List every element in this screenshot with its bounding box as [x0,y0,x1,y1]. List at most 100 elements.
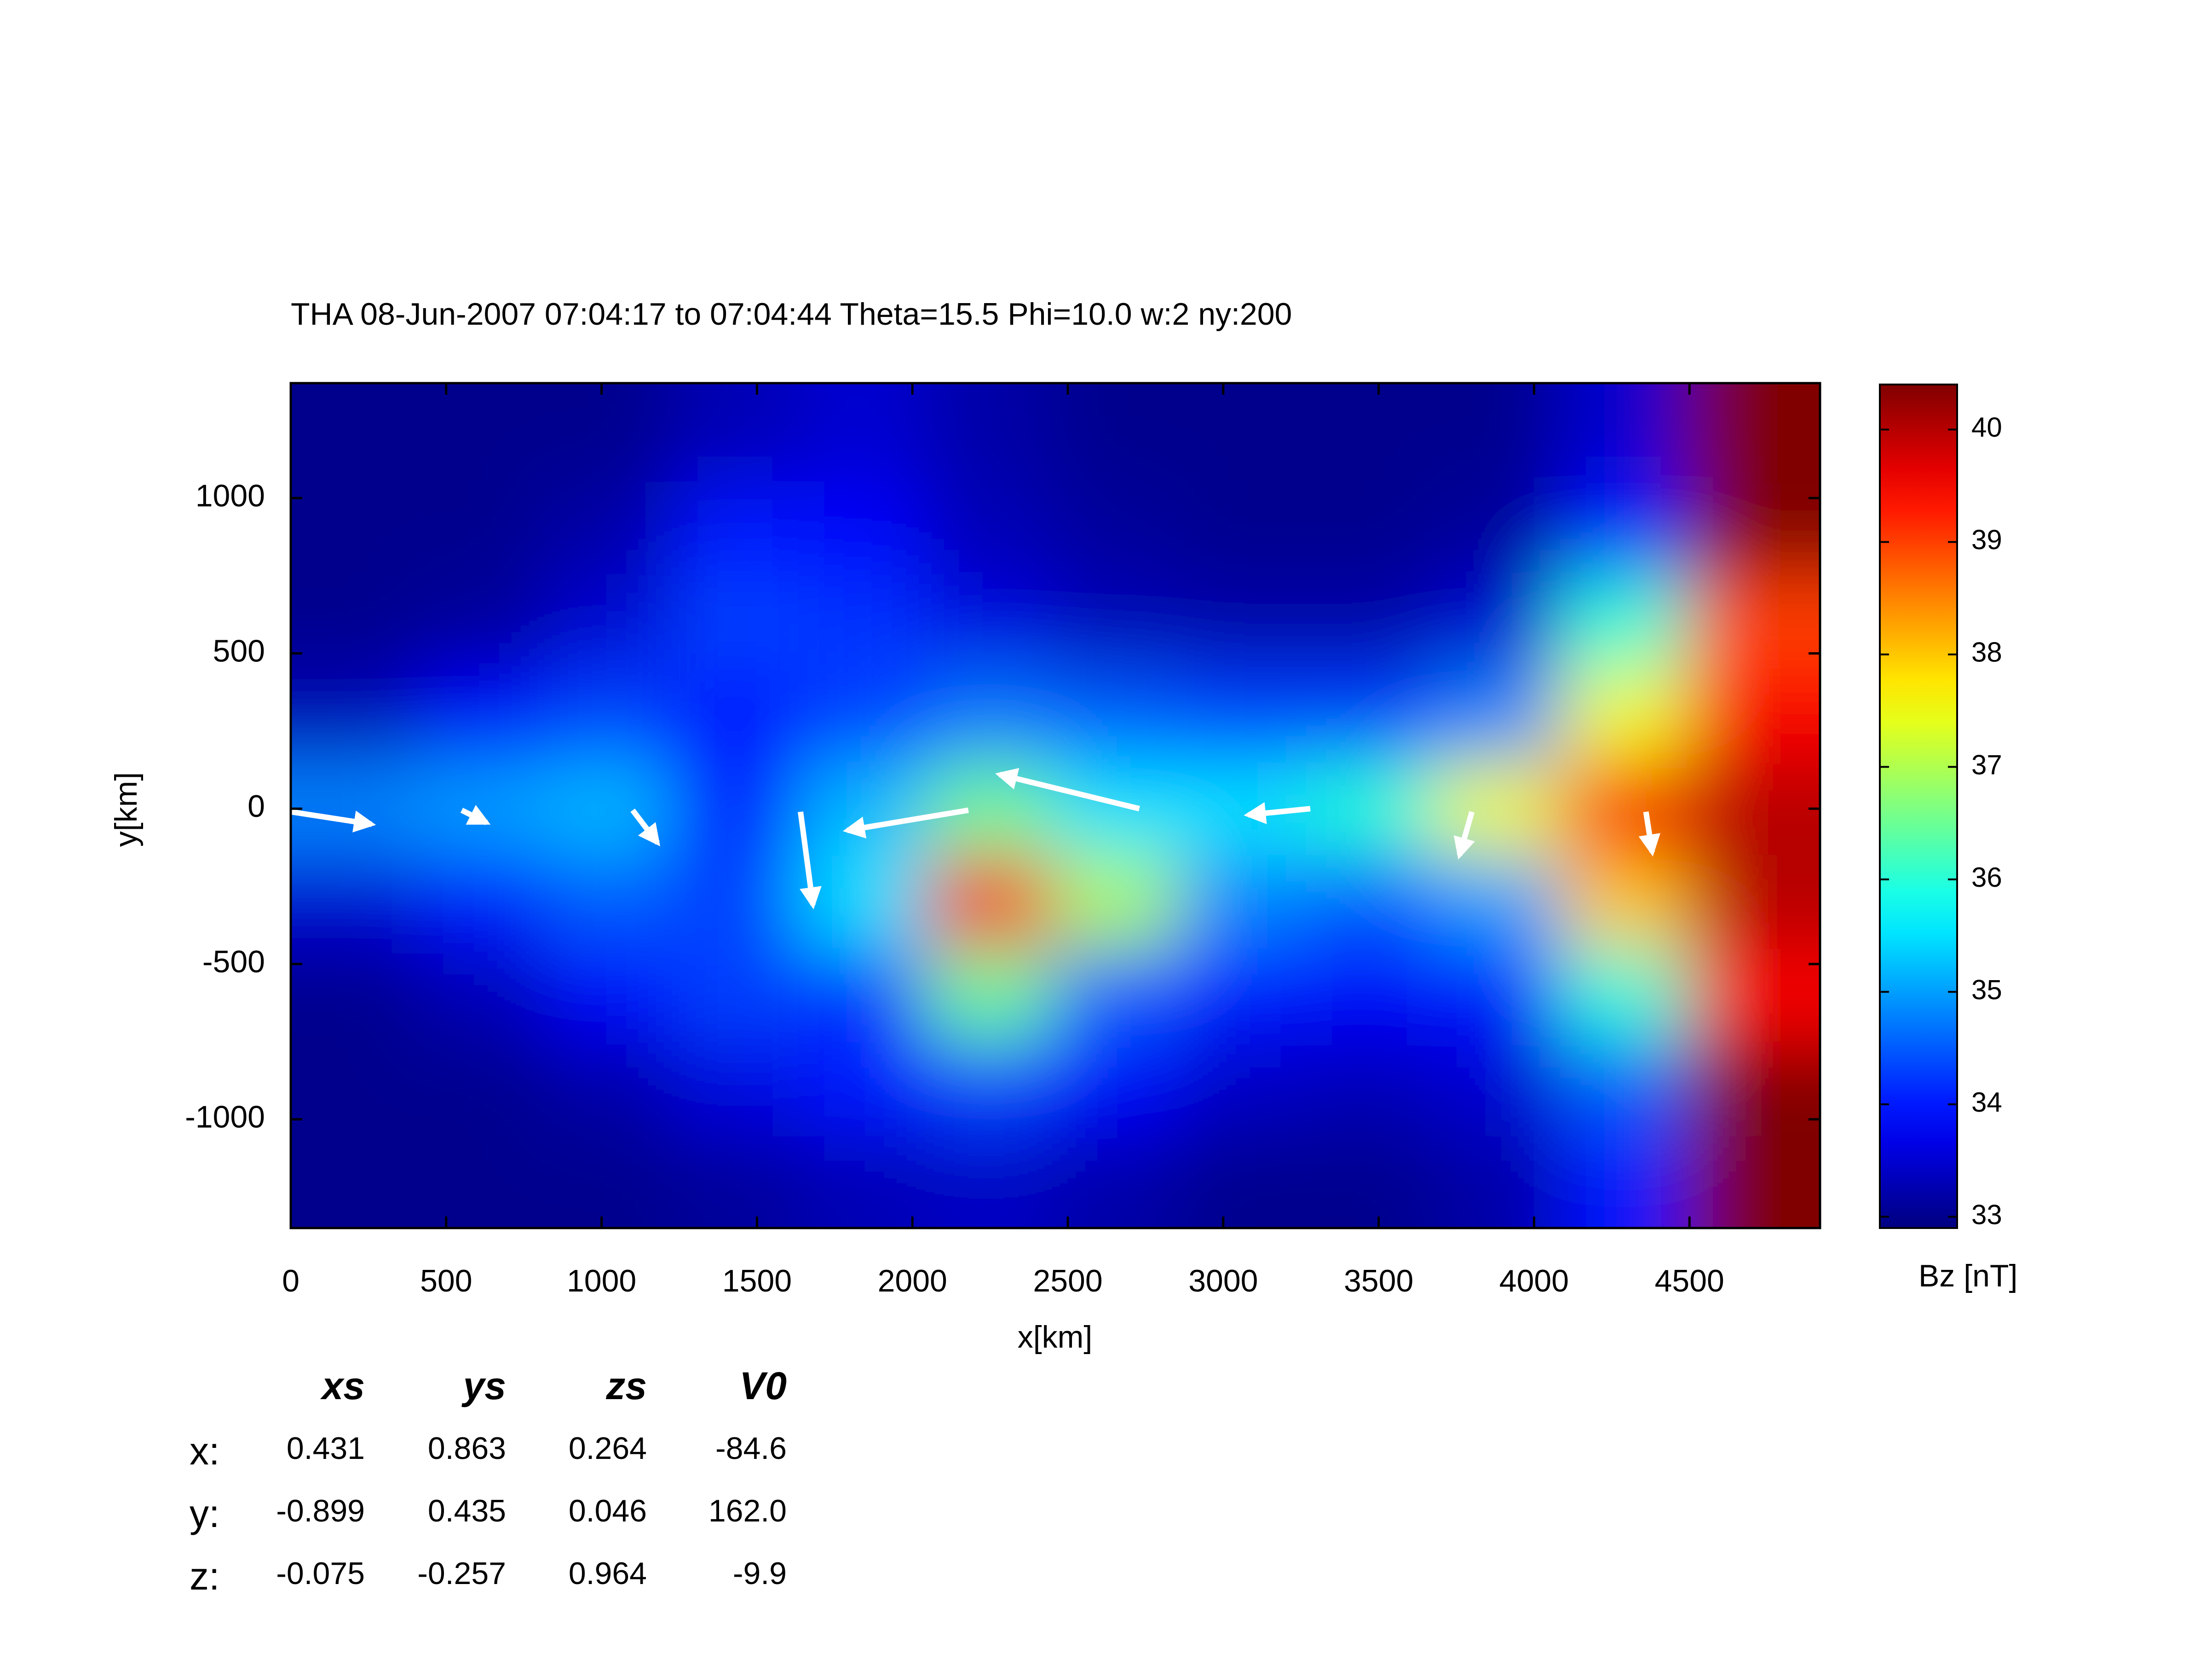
cell [1179,575,1307,670]
cell [291,1041,418,1136]
cell [1433,669,1561,763]
cell [291,1135,418,1228]
x-tick-label: 2500 [1033,1263,1102,1298]
chart-title: THA 08-Jun-2007 07:04:17 to 07:04:44 The… [291,297,1292,332]
cell [925,575,1053,670]
cell [1560,669,1688,763]
table-cell: -84.6 [715,1431,787,1466]
cell [1179,669,1307,763]
table-cell: 0.863 [428,1431,506,1466]
cell [1179,482,1307,576]
cell [1687,948,1820,1042]
cell [1052,1041,1180,1136]
cell [1560,948,1688,1042]
cell [1560,482,1688,576]
cell [671,948,799,1042]
y-tick-label: 500 [213,634,265,669]
x-tick-label: 3500 [1344,1263,1413,1298]
x-tick-label: 2000 [878,1263,947,1298]
table-cell: 0.046 [569,1493,647,1528]
y-tick-label: -500 [202,944,265,979]
velocity-arrow [460,805,491,826]
velocity-arrow [1244,802,1311,824]
cell [798,1041,926,1136]
field [291,383,1820,1228]
cell [417,383,545,483]
cell [544,762,672,856]
cell [1052,575,1180,670]
cell [1052,669,1180,763]
cell [925,482,1053,576]
cell [671,383,799,483]
velocity-arrow [630,808,661,847]
x-tick-label: 3000 [1188,1263,1258,1298]
cell [1052,762,1180,856]
cell [925,1041,1053,1136]
vectors [290,768,1661,910]
cell [1560,762,1688,856]
cell [925,383,1053,483]
colorbar-label: Bz [nT] [1918,1258,2017,1293]
x-tick-label: 1000 [567,1263,636,1298]
x-tick-label: 4000 [1499,1263,1569,1298]
cell [1052,482,1180,576]
colorbar-tick-label: 39 [1971,524,2002,555]
cell [1687,762,1820,856]
cell [1433,482,1561,576]
x-tick-label: 500 [420,1263,472,1298]
cell [1052,383,1180,483]
cell [1687,1135,1820,1228]
cell [1306,482,1434,576]
cell [1560,855,1688,949]
cell [798,669,926,763]
velocity-arrow [842,807,969,838]
cell [671,1135,799,1228]
table-cell: -9.9 [733,1556,787,1591]
colorbar [1879,384,1958,1229]
cell [1179,948,1307,1042]
cell [1306,1135,1434,1228]
table-row-label: y: [190,1492,219,1535]
table-cell: -0.899 [276,1493,365,1528]
velocity-arrow [290,809,376,832]
colorbar-tick-label: 38 [1971,637,2002,668]
cell [417,1041,545,1136]
cell [417,482,545,576]
velocity-arrow [798,811,822,910]
table-cell: 0.431 [287,1431,365,1466]
cell [1687,855,1820,949]
cell [291,482,418,576]
table-cell: 162.0 [709,1493,787,1528]
cell [1433,1135,1561,1228]
colorbar-tick-label: 34 [1971,1087,2002,1118]
table-header: xs [320,1364,365,1407]
colorbar-tick-label: 35 [1971,974,2002,1005]
cell [1560,575,1688,670]
x-tick-label: 0 [282,1263,300,1298]
table-header: zs [605,1364,647,1407]
table-cell: 0.435 [428,1493,506,1528]
cell [1560,1041,1688,1136]
cell [798,762,926,856]
x-tick-label: 1500 [722,1263,792,1298]
cell [1179,855,1307,949]
cell [291,669,418,763]
cell [671,1041,799,1136]
cell [1687,1041,1820,1136]
cell [417,1135,545,1228]
cell [1052,1135,1180,1228]
cell [1052,948,1180,1042]
y-tick-label: -1000 [185,1100,265,1135]
cell [1687,575,1820,670]
cells [291,383,1820,1228]
cell [798,383,926,483]
cell [671,762,799,856]
cell [925,762,1053,856]
table-row-label: z: [190,1555,219,1598]
cell [798,575,926,670]
cell [1433,762,1561,856]
cell [1560,383,1688,483]
cell [798,482,926,576]
table-row-label: x: [190,1429,219,1473]
